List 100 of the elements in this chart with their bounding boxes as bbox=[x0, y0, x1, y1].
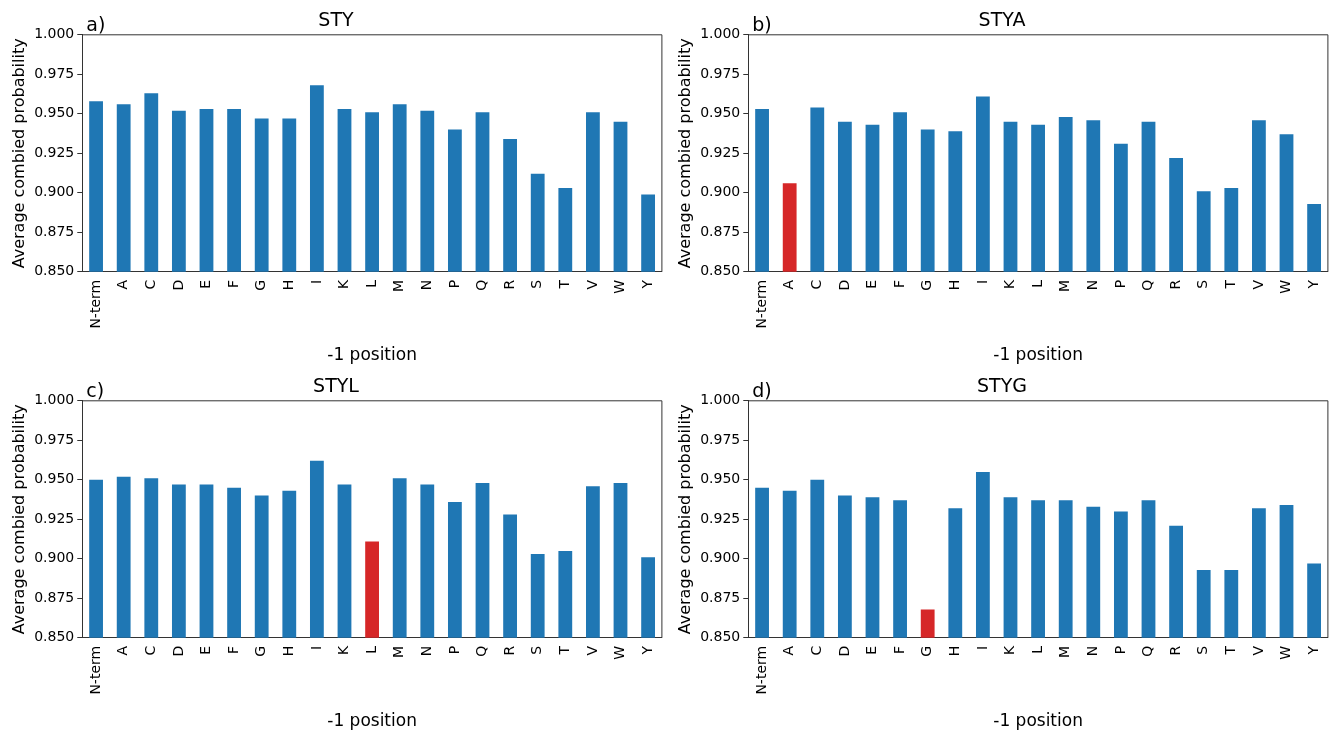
y-tick-label: 1.000 bbox=[34, 25, 75, 42]
x-tick-label: V bbox=[583, 645, 600, 656]
x-tick-label: C bbox=[807, 279, 824, 290]
x-tick-label: I bbox=[307, 645, 324, 650]
x-tick-label: F bbox=[890, 279, 907, 288]
x-tick-label: M bbox=[1056, 645, 1073, 658]
x-tick-label: R bbox=[500, 645, 517, 656]
x-tick-label: V bbox=[1249, 645, 1266, 656]
y-tick-label: 0.900 bbox=[700, 549, 741, 566]
x-tick-label: T bbox=[555, 279, 572, 290]
x-tick-label: A bbox=[114, 645, 131, 656]
y-tick-label: 0.900 bbox=[34, 183, 75, 200]
chart-title: STYG bbox=[977, 374, 1027, 397]
x-tick-label: E bbox=[863, 279, 880, 289]
y-tick-label: 0.975 bbox=[34, 430, 75, 447]
x-tick-label: E bbox=[197, 279, 214, 289]
x-tick-label: I bbox=[973, 279, 990, 284]
x-tick-label: N-term bbox=[752, 645, 769, 695]
y-axis-title: Average combied probability bbox=[8, 404, 28, 635]
y-tick-label: 0.875 bbox=[700, 222, 741, 239]
annotation: a) bbox=[86, 13, 106, 36]
x-tick-label: D bbox=[835, 645, 852, 657]
x-tick-label: W bbox=[1277, 645, 1294, 660]
x-tick-label: L bbox=[362, 279, 379, 288]
x-tick-label: N bbox=[1083, 645, 1100, 657]
x-tick-label: H bbox=[279, 279, 296, 291]
x-tick-label: C bbox=[141, 645, 158, 656]
x-tick-label: T bbox=[555, 645, 572, 656]
x-tick-label: C bbox=[807, 645, 824, 656]
y-tick-label: 0.925 bbox=[34, 143, 75, 160]
x-tick-label: P bbox=[445, 645, 462, 655]
annotation: c) bbox=[86, 379, 105, 402]
x-tick-label: R bbox=[1166, 645, 1183, 656]
y-tick-label: 0.850 bbox=[34, 628, 75, 645]
x-tick-label: K bbox=[335, 279, 352, 290]
x-tick-label: V bbox=[583, 279, 600, 290]
x-tick-label: Y bbox=[638, 645, 655, 656]
y-tick-label: 0.975 bbox=[34, 64, 75, 81]
y-tick-label: 0.875 bbox=[34, 222, 75, 239]
x-tick-label: V bbox=[1249, 279, 1266, 290]
annotation: b) bbox=[752, 13, 772, 36]
x-tick-label: W bbox=[611, 645, 628, 660]
x-tick-label: H bbox=[945, 279, 962, 291]
x-tick-label: A bbox=[114, 279, 131, 290]
x-tick-label: F bbox=[890, 645, 907, 654]
chart-title: STYL bbox=[313, 374, 360, 397]
x-tick-label: T bbox=[1221, 645, 1238, 656]
x-tick-label: H bbox=[279, 645, 296, 657]
x-tick-label: A bbox=[780, 645, 797, 656]
x-tick-label: D bbox=[835, 279, 852, 291]
x-tick-label: S bbox=[1194, 645, 1211, 655]
y-tick-label: 0.950 bbox=[34, 470, 75, 487]
x-axis-title: -1 position bbox=[327, 710, 417, 731]
y-tick-label: 0.925 bbox=[700, 509, 741, 526]
y-axis-title: Average combied probability bbox=[674, 404, 694, 635]
x-tick-label: L bbox=[1028, 279, 1045, 288]
y-tick-label: 0.900 bbox=[700, 183, 741, 200]
x-tick-label: R bbox=[1166, 279, 1183, 290]
y-tick-label: 0.850 bbox=[700, 628, 741, 645]
x-tick-label: Q bbox=[1139, 645, 1156, 657]
x-tick-label: N bbox=[1083, 279, 1100, 291]
x-tick-label: E bbox=[197, 645, 214, 655]
y-tick-label: 0.950 bbox=[700, 470, 741, 487]
x-tick-label: K bbox=[1001, 279, 1018, 290]
x-tick-label: N-term bbox=[752, 279, 769, 329]
y-axis-title: Average combied probability bbox=[8, 38, 28, 269]
x-tick-label: P bbox=[1111, 645, 1128, 655]
x-tick-label: C bbox=[141, 279, 158, 290]
x-tick-label: I bbox=[973, 645, 990, 650]
x-tick-label: R bbox=[500, 279, 517, 290]
x-tick-label: I bbox=[307, 279, 324, 284]
y-tick-label: 0.950 bbox=[700, 104, 741, 121]
y-tick-label: 0.900 bbox=[34, 549, 75, 566]
x-tick-label: P bbox=[1111, 279, 1128, 289]
x-tick-label: L bbox=[362, 645, 379, 654]
y-axis-title: Average combied probability bbox=[674, 38, 694, 269]
y-tick-label: 0.850 bbox=[700, 262, 741, 279]
x-tick-label: T bbox=[1221, 279, 1238, 290]
y-tick-label: 0.925 bbox=[700, 143, 741, 160]
x-tick-label: D bbox=[169, 279, 186, 291]
x-tick-label: K bbox=[335, 645, 352, 656]
x-tick-label: N bbox=[417, 279, 434, 291]
x-tick-label: W bbox=[1277, 279, 1294, 294]
chart-title: STY bbox=[318, 8, 355, 31]
x-tick-label: S bbox=[528, 645, 545, 655]
x-tick-label: M bbox=[1056, 279, 1073, 292]
y-tick-label: 1.000 bbox=[700, 391, 741, 408]
y-tick-label: 0.925 bbox=[34, 509, 75, 526]
y-tick-label: 0.875 bbox=[34, 588, 75, 605]
x-tick-label: P bbox=[445, 279, 462, 289]
x-tick-label: K bbox=[1001, 645, 1018, 656]
x-axis-title: -1 position bbox=[993, 710, 1083, 731]
x-tick-label: Y bbox=[1304, 645, 1321, 656]
x-tick-label: G bbox=[918, 645, 935, 657]
x-tick-label: Y bbox=[638, 279, 655, 290]
x-tick-label: Y bbox=[1304, 279, 1321, 290]
x-tick-label: M bbox=[390, 645, 407, 658]
chart-title: STYA bbox=[978, 8, 1026, 31]
x-tick-label: Q bbox=[473, 645, 490, 657]
x-axis-title: -1 position bbox=[993, 344, 1083, 365]
